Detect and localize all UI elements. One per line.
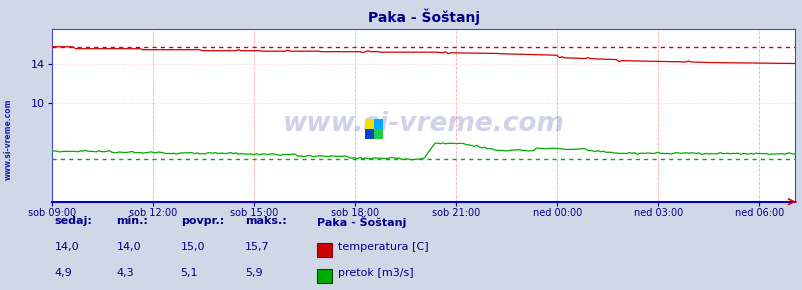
Text: 4,3: 4,3 xyxy=(116,268,134,278)
Text: 5,9: 5,9 xyxy=(245,268,262,278)
Text: sedaj:: sedaj: xyxy=(55,216,92,226)
Text: www.si-vreme.com: www.si-vreme.com xyxy=(3,98,13,180)
Text: temperatura [C]: temperatura [C] xyxy=(338,242,428,252)
Text: min.:: min.: xyxy=(116,216,148,226)
Text: 14,0: 14,0 xyxy=(116,242,141,252)
Text: 15,0: 15,0 xyxy=(180,242,205,252)
Text: 14,0: 14,0 xyxy=(55,242,79,252)
Text: povpr.:: povpr.: xyxy=(180,216,224,226)
Text: www.si-vreme.com: www.si-vreme.com xyxy=(282,111,564,137)
Bar xyxy=(365,119,374,129)
Text: 5,1: 5,1 xyxy=(180,268,198,278)
Text: 15,7: 15,7 xyxy=(245,242,269,252)
Bar xyxy=(374,119,383,129)
Bar xyxy=(365,129,383,139)
Text: pretok [m3/s]: pretok [m3/s] xyxy=(338,268,413,278)
Text: 4,9: 4,9 xyxy=(55,268,72,278)
Text: maks.:: maks.: xyxy=(245,216,286,226)
Bar xyxy=(374,129,383,139)
Text: Paka - Šoštanj: Paka - Šoštanj xyxy=(317,216,406,228)
Title: Paka - Šoštanj: Paka - Šoštanj xyxy=(367,9,479,25)
